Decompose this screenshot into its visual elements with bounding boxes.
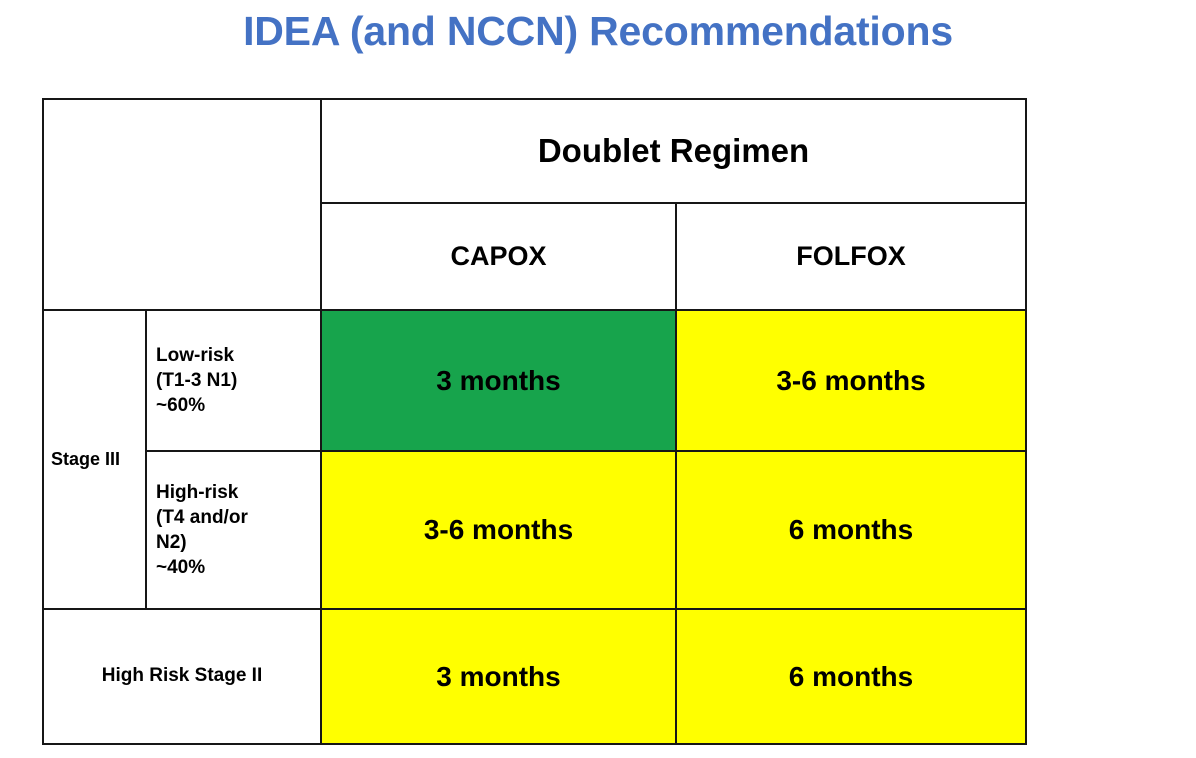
table-row: Stage III Low-risk (T1-3 N1) ~60% 3 mont… (42, 309, 1028, 610)
low-risk-line-2: (T1-3 N1) (156, 369, 238, 391)
header-doublet-regimen: Doublet Regimen (319, 98, 1028, 204)
recommendations-table: Doublet Regimen CAPOX FOLFOX Stage III (42, 98, 1028, 745)
cell-stage-ii-capox: 3 months (320, 608, 677, 745)
high-risk-line-1: High-risk (156, 481, 239, 503)
cell-stage-ii-folfox: 6 months (674, 608, 1028, 745)
table-row: High-risk (T4 and/or N2) ~40% 3-6 months… (43, 450, 1028, 610)
cell-low-risk-capox: 3 months (320, 309, 677, 452)
row-label-high-risk-stage-ii-text: High Risk Stage II (101, 665, 263, 687)
low-risk-line-1: Low-risk (156, 344, 235, 366)
cell-low-risk-capox-value: 3 months (436, 364, 561, 396)
cell-low-risk-folfox: 3-6 months (674, 309, 1028, 452)
table-row: High Risk Stage II 3 months 6 months (42, 608, 1028, 745)
high-risk-line-4: ~40% (156, 557, 206, 579)
low-risk-line-3: ~60% (156, 395, 206, 417)
cell-high-risk-folfox-value: 6 months (788, 514, 914, 545)
page-title: IDEA (and NCCN) Recommendations (243, 8, 953, 54)
table-header-row-regimens: CAPOX FOLFOX (43, 202, 1028, 311)
cell-high-risk-capox-value: 3-6 months (423, 514, 574, 545)
row-label-high-risk-text: High-risk (T4 and/or N2) ~40% (147, 480, 320, 580)
table-header-row-group: Doublet Regimen (42, 98, 1028, 311)
header-doublet-regimen-label: Doublet Regimen (537, 132, 810, 169)
header-folfox-label: FOLFOX (796, 241, 906, 271)
cell-stage-ii-folfox-value: 6 months (788, 660, 914, 692)
header-capox: CAPOX (320, 202, 677, 311)
cell-low-risk-folfox-value: 3-6 months (776, 364, 926, 396)
cell-high-risk-capox: 3-6 months (320, 450, 677, 610)
row-label-high-risk-stage-ii: High Risk Stage II (42, 608, 322, 745)
cell-high-risk-folfox: 6 months (674, 450, 1028, 610)
row-label-low-risk: Low-risk (T1-3 N1) ~60% (145, 309, 322, 452)
header-capox-label: CAPOX (450, 241, 547, 271)
row-label-stage-iii: Stage III (42, 309, 147, 610)
row-label-stage-iii-text: Stage III (51, 448, 121, 469)
header-folfox: FOLFOX (674, 202, 1028, 311)
row-label-high-risk: High-risk (T4 and/or N2) ~40% (145, 450, 322, 610)
high-risk-line-3: N2) (156, 532, 187, 553)
row-label-low-risk-text: Low-risk (T1-3 N1) ~60% (147, 343, 320, 418)
cell-stage-ii-capox-value: 3 months (436, 660, 561, 692)
table-corner-cell (42, 98, 322, 311)
high-risk-line-2: (T4 and/or (156, 506, 248, 528)
